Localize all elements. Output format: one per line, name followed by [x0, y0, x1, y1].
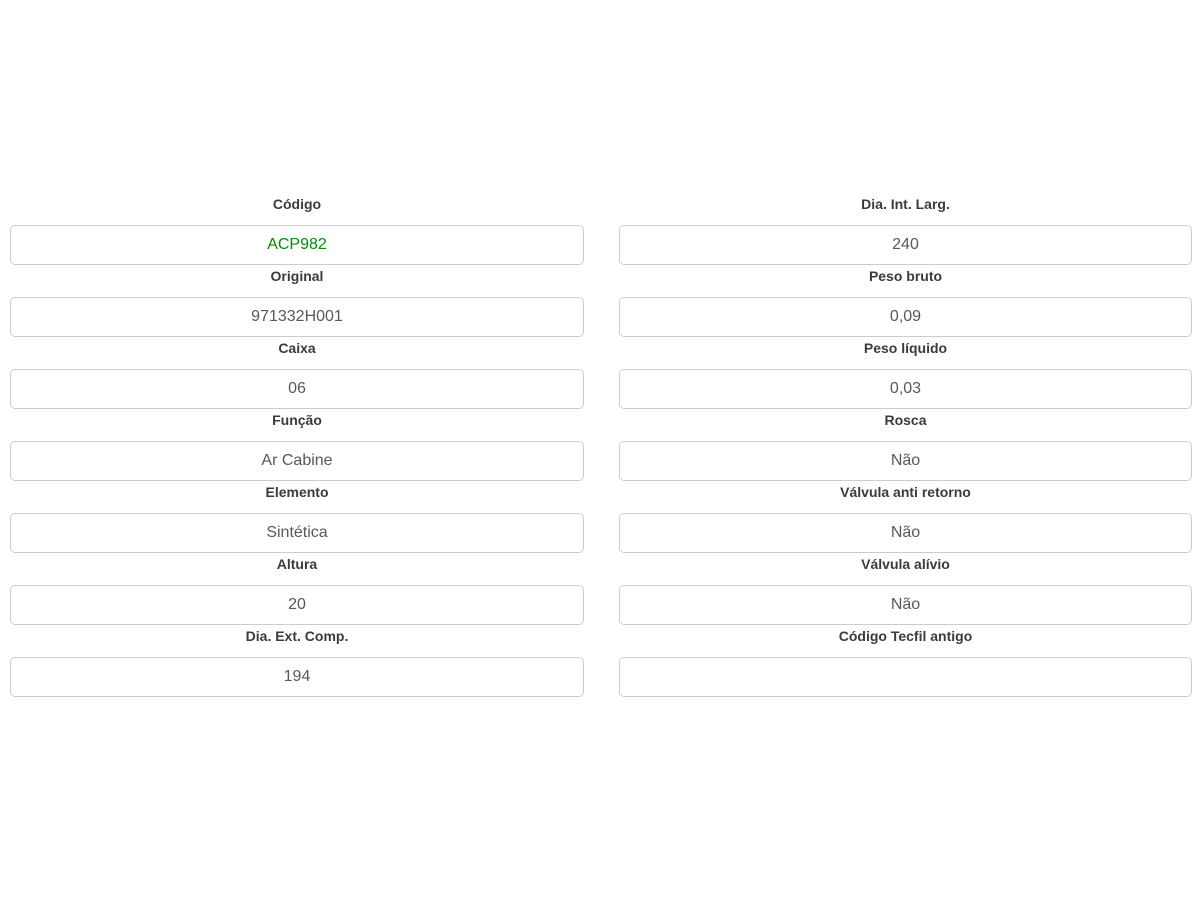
field-funcao: Função Ar Cabine	[10, 413, 584, 481]
field-valvula-anti-retorno: Válvula anti retorno Não	[619, 485, 1192, 553]
field-value-valvula-anti-retorno: Não	[890, 524, 921, 541]
field-original: Original 971332H001	[10, 269, 584, 337]
field-value-peso-liquido: 0,03	[889, 380, 922, 397]
field-value-box-funcao[interactable]: Ar Cabine	[10, 441, 584, 481]
field-codigo-tecfil-antigo: Código Tecfil antigo	[619, 629, 1192, 697]
field-value-codigo: ACP982	[267, 236, 327, 253]
field-peso-liquido: Peso líquido 0,03	[619, 341, 1192, 409]
field-label-elemento: Elemento	[265, 484, 329, 500]
field-value-altura: 20	[288, 596, 306, 613]
field-label-original: Original	[270, 268, 324, 284]
field-label-peso-bruto: Peso bruto	[868, 268, 943, 284]
field-label-dia-int-larg: Dia. Int. Larg.	[861, 196, 950, 212]
field-value-box-dia-int-larg[interactable]: 240	[619, 225, 1192, 265]
field-value-rosca: Não	[890, 452, 921, 469]
field-value-box-rosca[interactable]: Não	[619, 441, 1192, 481]
field-value-box-peso-bruto[interactable]: 0,09	[619, 297, 1192, 337]
spec-column-left: Código ACP982 Original 971332H001 Caixa 06 Fun…	[10, 197, 584, 701]
field-value-peso-bruto: 0,09	[889, 308, 922, 325]
field-label-valvula-anti-retorno: Válvula anti retorno	[840, 484, 971, 500]
field-label-funcao: Função	[272, 412, 322, 428]
field-rosca: Rosca Não	[619, 413, 1192, 481]
field-altura: Altura 20	[10, 557, 584, 625]
field-elemento: Elemento Sintética	[10, 485, 584, 553]
field-value-box-codigo-tecfil-antigo[interactable]	[619, 657, 1192, 697]
field-label-altura: Altura	[276, 556, 318, 572]
field-value-elemento: Sintética	[266, 524, 328, 541]
field-value-original: 971332H001	[251, 308, 343, 325]
field-peso-bruto: Peso bruto 0,09	[619, 269, 1192, 337]
field-value-box-original[interactable]: 971332H001	[10, 297, 584, 337]
field-label-peso-liquido: Peso líquido	[863, 340, 948, 356]
field-label-valvula-alivio: Válvula alívio	[861, 556, 950, 572]
field-value-box-elemento[interactable]: Sintética	[10, 513, 584, 553]
field-valvula-alivio: Válvula alívio Não	[619, 557, 1192, 625]
field-dia-int-larg: Dia. Int. Larg. 240	[619, 197, 1192, 265]
spec-column-right: Dia. Int. Larg. 240 Peso bruto 0,09 Peso líq…	[619, 197, 1192, 701]
field-value-funcao: Ar Cabine	[261, 452, 333, 469]
field-value-dia-int-larg: 240	[892, 236, 919, 253]
field-label-rosca: Rosca	[884, 412, 927, 428]
field-value-valvula-alivio: Não	[890, 596, 921, 613]
field-value-box-valvula-alivio[interactable]: Não	[619, 585, 1192, 625]
field-value-box-codigo[interactable]: ACP982	[10, 225, 584, 265]
field-value-box-caixa[interactable]: 06	[10, 369, 584, 409]
field-label-codigo-tecfil-antigo: Código Tecfil antigo	[838, 628, 973, 644]
field-value-caixa: 06	[288, 380, 306, 397]
field-dia-ext-comp: Dia. Ext. Comp. 194	[10, 629, 584, 697]
field-codigo: Código ACP982	[10, 197, 584, 265]
field-value-box-peso-liquido[interactable]: 0,03	[619, 369, 1192, 409]
field-value-box-altura[interactable]: 20	[10, 585, 584, 625]
product-spec-form: Código ACP982 Original 971332H001 Caixa 06 Fun…	[10, 197, 1192, 701]
field-label-codigo: Código	[272, 196, 322, 212]
field-caixa: Caixa 06	[10, 341, 584, 409]
field-label-dia-ext-comp: Dia. Ext. Comp.	[245, 628, 349, 644]
field-value-dia-ext-comp: 194	[283, 668, 311, 685]
field-value-box-valvula-anti-retorno[interactable]: Não	[619, 513, 1192, 553]
field-label-caixa: Caixa	[278, 340, 316, 356]
field-value-box-dia-ext-comp[interactable]: 194	[10, 657, 584, 697]
